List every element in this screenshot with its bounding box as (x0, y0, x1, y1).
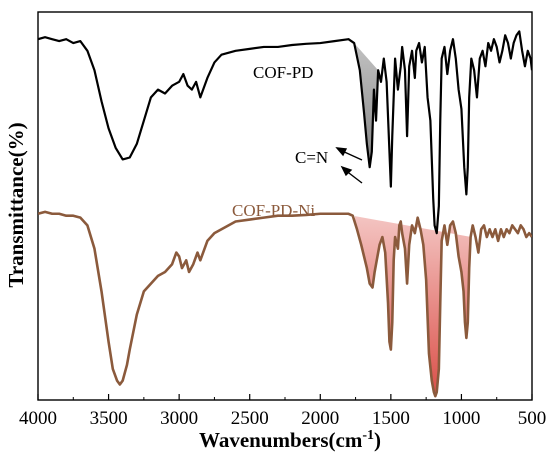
x-axis-title: Wavenumbers(cm-1) (199, 428, 381, 452)
x-tick-label-1000: 1000 (442, 408, 480, 429)
y-axis-title: Transmittance(%) (4, 122, 28, 287)
arrow-upper-head (335, 147, 348, 157)
fills (355, 43, 472, 397)
series-line-cof-pd-ni (38, 210, 532, 398)
x-tick-label-2500: 2500 (231, 408, 269, 429)
peak-fill-cof-pd-ni (355, 216, 472, 397)
x-axis-title-superscript: -1 (362, 428, 374, 443)
c-n-arrows (335, 147, 363, 184)
annotation-c-n: C=N (295, 148, 328, 167)
lines (38, 30, 532, 398)
series-line-cof-pd (38, 30, 532, 235)
x-tick-label-3500: 3500 (90, 408, 128, 429)
annotation-cof-pd-ni: COF-PD-Ni (232, 201, 315, 220)
x-tick-label-1500: 1500 (372, 408, 410, 429)
arrow-lower-head (340, 165, 353, 177)
x-tick-label-3000: 3000 (160, 408, 198, 429)
x-axis-title-close: ) (374, 428, 381, 452)
x-tick-label-4000: 4000 (19, 408, 57, 429)
plot-area (37, 11, 533, 401)
tick-labels: 4000 3500 3000 2500 2000 1500 1000 500 (19, 408, 546, 429)
x-ticks (37, 394, 533, 400)
x-tick-label-500: 500 (518, 408, 547, 429)
x-tick-label-2000: 2000 (301, 408, 339, 429)
annotation-cof-pd: COF-PD (253, 63, 313, 82)
